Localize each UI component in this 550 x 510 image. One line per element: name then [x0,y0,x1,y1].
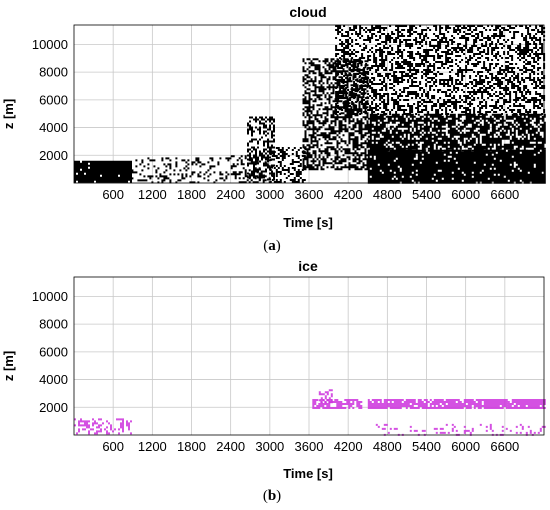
x-tick-label: 4800 [373,187,402,202]
panel-caption: (b) [263,488,281,504]
x-tick-label: 4200 [334,187,363,202]
mask-cells [74,418,132,435]
mask-cells [230,155,271,184]
x-tick-label: 1200 [138,187,167,202]
mask-cells [375,423,546,436]
y-tick-label: 10000 [32,37,68,52]
x-tick-label: 3000 [255,439,284,454]
x-tick-label: 2400 [216,187,245,202]
mask-region [318,389,333,404]
y-tick-label: 8000 [39,317,68,332]
x-tick-label: 3000 [255,187,284,202]
y-tick-label: 2000 [39,148,68,163]
y-tick-label: 2000 [39,400,68,415]
y-tick-label: 4000 [39,120,68,135]
y-tick-label: 4000 [39,372,68,387]
mask-region [367,149,546,184]
mask-region [269,147,306,183]
mask-region [375,423,546,436]
x-tick-label: 600 [102,439,124,454]
mask-cells [74,160,132,183]
mask-region [367,113,546,152]
mask-cells [367,399,546,409]
x-axis-label: Time [s] [283,466,333,481]
x-tick-label: 3600 [295,439,324,454]
panel-caption: (a) [263,238,281,254]
x-tick-label: 600 [102,187,124,202]
x-tick-label: 3600 [295,187,324,202]
ice-panel: ice 600 1200 1800 2400 3000 3600 4200 4800 5400 6… [1,258,546,504]
x-tick-label: 6000 [451,187,480,202]
mask-cells [335,25,546,115]
x-tick-label: 1200 [138,439,167,454]
x-tick-label: 4200 [334,439,363,454]
x-tick-label: 5400 [412,187,441,202]
mask-cells [269,147,306,183]
x-tick-label: 1800 [177,187,206,202]
mask-region [247,116,275,181]
plot-area: 600 1200 1800 2400 3000 3600 4200 4800 5400 6000 6… [32,276,546,454]
mask-cells [367,149,546,184]
y-axis-label: z [m] [1,99,16,129]
plot-frame [73,276,545,436]
x-tick-label: 4800 [373,439,402,454]
chart-title: cloud [289,4,326,20]
mask-region [367,399,546,409]
x-tick-label: 6000 [451,439,480,454]
y-tick-label: 10000 [32,289,68,304]
mask-region [335,25,546,115]
mask-region [230,155,271,184]
x-tick-label: 1800 [177,439,206,454]
y-tick-label: 6000 [39,92,68,107]
mask-cells [367,113,546,152]
y-tick-label: 8000 [39,65,68,80]
x-tick-label: 2400 [216,439,245,454]
x-tick-label: 5400 [412,439,441,454]
plot-area: 600 1200 1800 2400 3000 3600 4200 4800 5400 6000 6… [32,24,546,202]
mask-cells [318,389,333,404]
cloud-panel: cloud 600 1200 1800 2400 3000 3600 4200 4800 540… [1,4,546,254]
mask-region [74,418,132,435]
x-axis-label: Time [s] [283,215,333,230]
plot-frame [73,24,545,184]
y-axis-label: z [m] [1,351,16,381]
x-tick-label: 6600 [490,439,519,454]
mask-region [131,157,232,184]
mask-region [74,160,132,183]
mask-cells [247,116,275,181]
chart-title: ice [298,258,318,274]
y-tick-label: 6000 [39,344,68,359]
x-tick-label: 6600 [490,187,519,202]
mask-cells [131,157,232,184]
